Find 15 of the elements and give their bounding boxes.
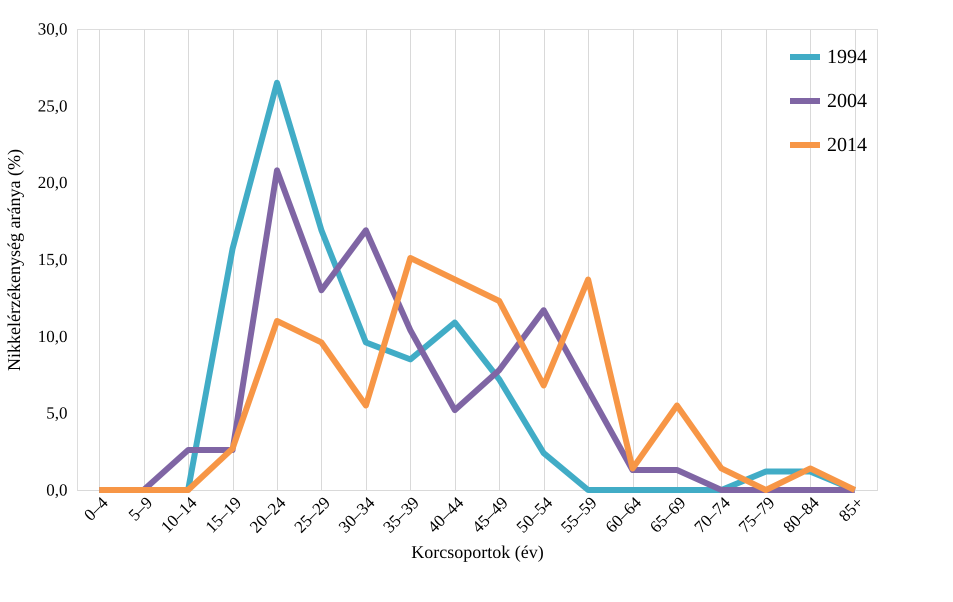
y-tick-label: 30,0: [38, 20, 68, 38]
legend-label: 2014: [827, 134, 867, 156]
y-axis-title: Nikkelérzékenység aránya (%): [4, 149, 24, 371]
legend-label: 1994: [827, 46, 867, 68]
y-tick-label: 20,0: [38, 173, 68, 192]
x-tick-label: 85+: [835, 493, 868, 526]
x-tick-label: 5–9: [124, 493, 156, 525]
y-tick-label: 25,0: [38, 96, 68, 116]
x-axis-title: Korcsoportok (év): [411, 542, 544, 562]
y-tick-label: 5,0: [46, 404, 68, 423]
legend-label: 2004: [827, 90, 867, 112]
x-tick-label: 0–4: [80, 492, 112, 525]
y-tick-label: 0,0: [46, 480, 68, 500]
y-tick-label: 10,0: [38, 326, 68, 346]
y-tick-label: 15,0: [38, 250, 68, 269]
